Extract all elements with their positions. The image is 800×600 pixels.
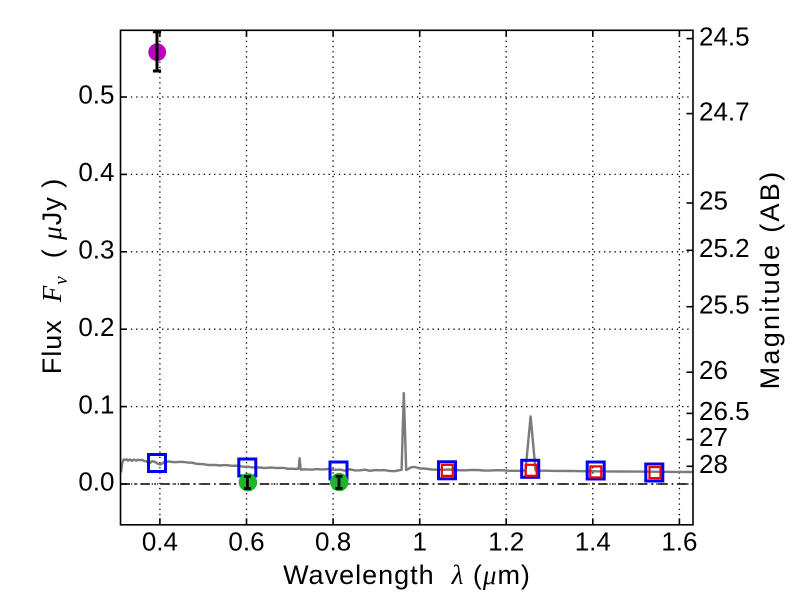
svg-text:1.6: 1.6 [661, 527, 697, 557]
svg-text:0.3: 0.3 [78, 235, 114, 265]
svg-text:25.2: 25.2 [699, 233, 750, 263]
svg-text:24.7: 24.7 [699, 96, 750, 126]
svg-text:Flux Fν ( μJy ): Flux Fν ( μJy ) [37, 178, 72, 375]
svg-text:26.5: 26.5 [699, 396, 750, 426]
svg-text:Wavelength λ (μm): Wavelength λ (μm) [283, 560, 531, 590]
svg-text:25.5: 25.5 [699, 289, 750, 319]
svg-text:25: 25 [699, 186, 728, 216]
svg-text:1.4: 1.4 [575, 527, 611, 557]
svg-text:28: 28 [699, 449, 728, 479]
svg-text:27: 27 [699, 422, 728, 452]
svg-text:0.0: 0.0 [78, 467, 114, 497]
svg-text:0.1: 0.1 [78, 389, 114, 419]
svg-text:26: 26 [699, 355, 728, 385]
svg-text:0.4: 0.4 [142, 527, 178, 557]
svg-text:0.8: 0.8 [315, 527, 351, 557]
svg-text:0.2: 0.2 [78, 312, 114, 342]
svg-text:0.5: 0.5 [78, 80, 114, 110]
svg-text:Magnitude (AB): Magnitude (AB) [755, 170, 785, 390]
svg-text:24.5: 24.5 [699, 21, 750, 51]
svg-text:0.4: 0.4 [78, 157, 114, 187]
svg-text:1: 1 [412, 527, 426, 557]
svg-text:0.6: 0.6 [228, 527, 264, 557]
svg-text:1.2: 1.2 [488, 527, 524, 557]
